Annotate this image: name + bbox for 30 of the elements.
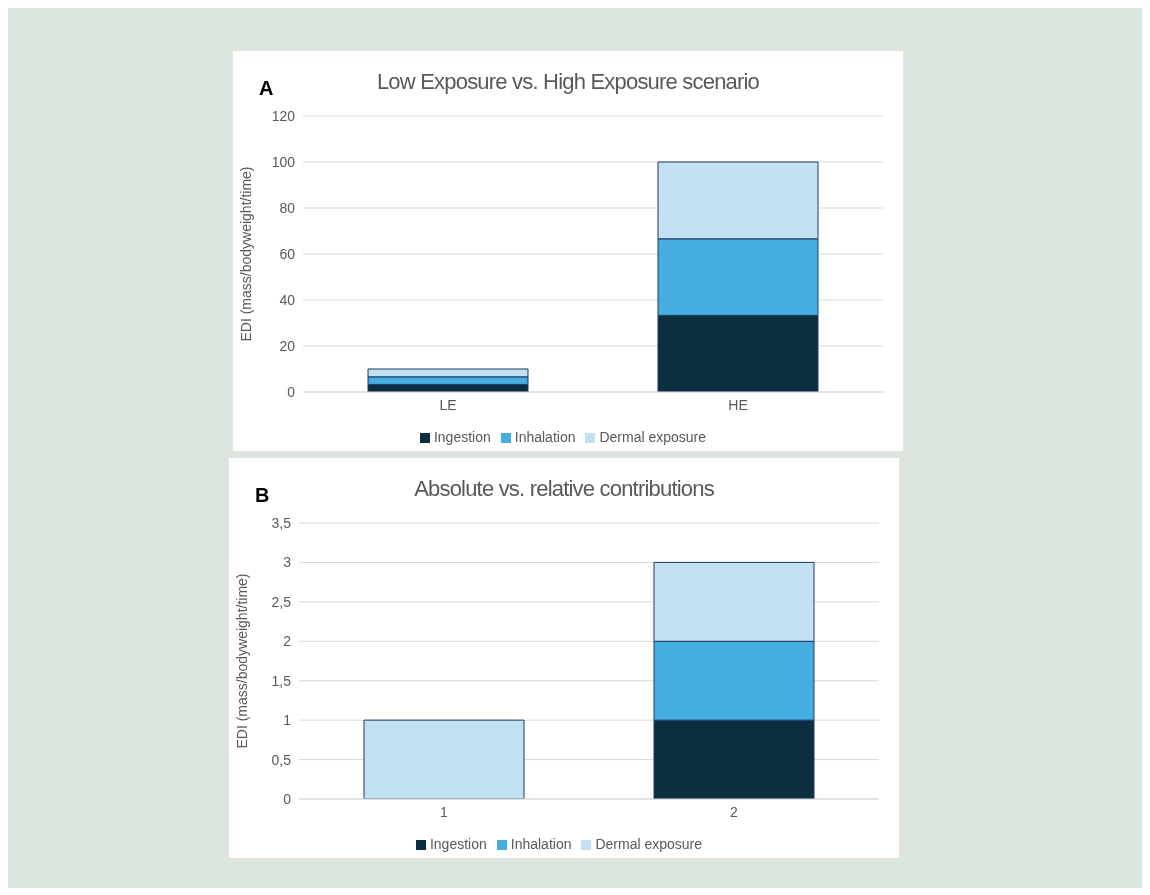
chart-title: Absolute vs. relative contributions <box>414 476 714 501</box>
y-tick-label: 40 <box>279 291 296 308</box>
y-tick-label: 20 <box>279 337 296 354</box>
y-tick-label: 1,5 <box>271 672 292 689</box>
y-tick-label: 80 <box>279 199 296 216</box>
y-tick-label: 2,5 <box>271 593 292 610</box>
y-axis-title: EDI (mass/bodyweight/time) <box>237 166 254 342</box>
legend-label: Inhalation <box>510 836 572 852</box>
legend-label: Inhalation <box>514 429 576 445</box>
legend-label: Ingestion <box>429 836 487 852</box>
y-tick-label: 1 <box>283 712 292 729</box>
x-tick-label: LE <box>439 396 457 413</box>
y-axis-title: EDI (mass/bodyweight/time) <box>233 573 250 749</box>
y-tick-label: 100 <box>271 153 296 170</box>
bar <box>363 719 525 799</box>
legend-label: Dermal exposure <box>595 836 703 852</box>
y-tick-label: 0,5 <box>271 751 292 768</box>
y-tick-label: 2 <box>283 633 292 650</box>
chart-title: Low Exposure vs. High Exposure scenario <box>376 69 760 94</box>
y-tick-label: 3 <box>283 554 292 571</box>
y-tick-label: 0 <box>287 383 296 400</box>
y-tick-label: 0 <box>283 790 292 807</box>
x-tick-label: HE <box>728 396 748 413</box>
text: A <box>259 77 274 100</box>
text: B <box>255 484 270 507</box>
legend-label: Dermal exposure <box>599 429 707 445</box>
y-tick-label: 3,5 <box>271 514 292 531</box>
y-tick-label: 120 <box>271 107 296 124</box>
legend-label: Ingestion <box>433 429 491 445</box>
y-tick-label: 60 <box>279 245 296 262</box>
